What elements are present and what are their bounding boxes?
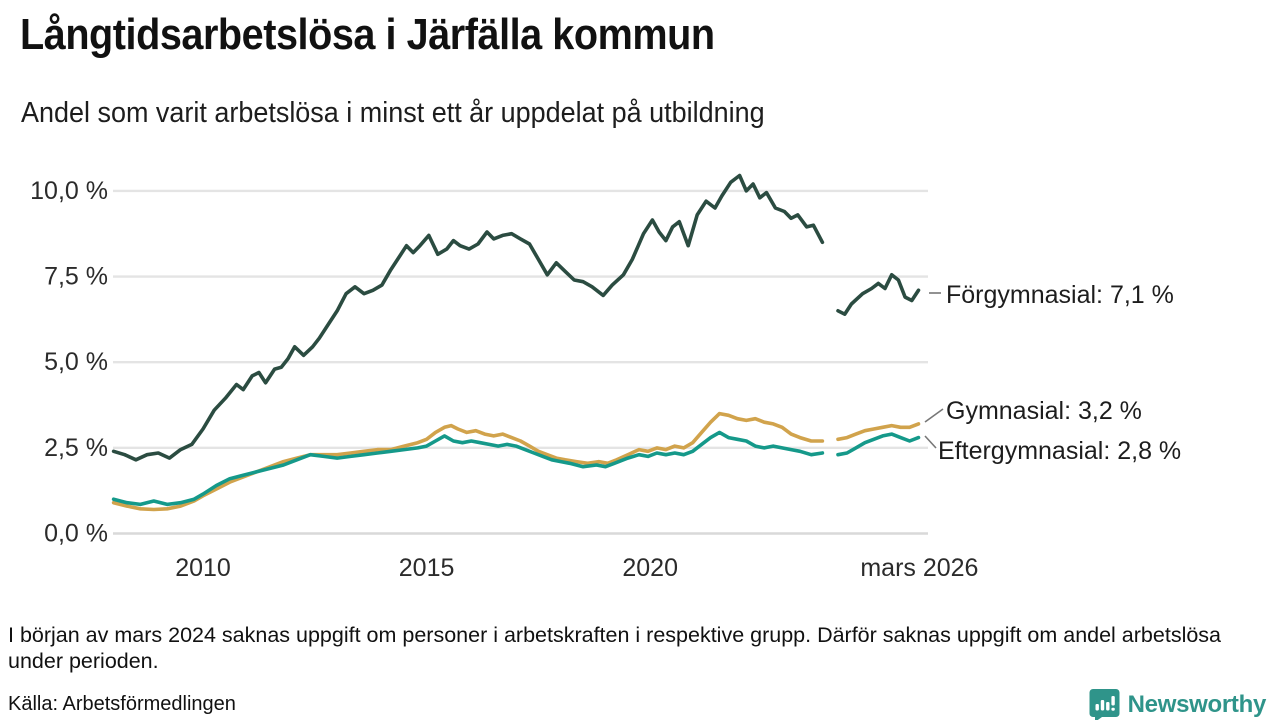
x-tick-label: 2020	[622, 554, 678, 582]
series-line-eftergymnasial	[111, 430, 825, 507]
label-connector	[924, 435, 937, 449]
x-tick-label: mars 2026	[860, 554, 978, 582]
newsworthy-brand-text: Newsworthy	[1127, 691, 1267, 718]
footnote-text: I början av mars 2024 saknas uppgift om …	[8, 623, 1222, 673]
x-tick-label: 2010	[175, 554, 231, 582]
y-tick-label: 2,5 %	[44, 434, 108, 462]
label-connector	[924, 408, 944, 423]
page-subtitle: Andel som varit arbetslösa i minst ett å…	[21, 97, 765, 129]
series-line-eftergymnasial	[836, 432, 921, 457]
series-label-forgymnasial: Förgymnasial: 7,1 %	[946, 281, 1174, 309]
series-label-eftergymnasial: Eftergymnasial: 2,8 %	[938, 437, 1182, 465]
x-tick-label: 2015	[399, 554, 455, 582]
source-text: Källa: Arbetsförmedlingen	[8, 693, 236, 715]
newsworthy-brand: Newsworthy	[1089, 688, 1266, 720]
y-tick-label: 0,0 %	[44, 520, 108, 548]
series-line-forgymnasial	[836, 272, 921, 317]
y-tick-label: 5,0 %	[44, 348, 108, 376]
y-tick-label: 7,5 %	[44, 263, 108, 291]
series-line-gymnasial	[836, 422, 921, 442]
newsworthy-logo-icon	[1089, 689, 1120, 720]
series-label-gymnasial: Gymnasial: 3,2 %	[946, 397, 1142, 425]
series-line-gymnasial	[111, 411, 825, 512]
y-tick-label: 10,0 %	[30, 177, 108, 205]
series-line-forgymnasial	[111, 173, 825, 462]
page-title: Långtidsarbetslösa i Järfälla kommun	[20, 10, 715, 59]
